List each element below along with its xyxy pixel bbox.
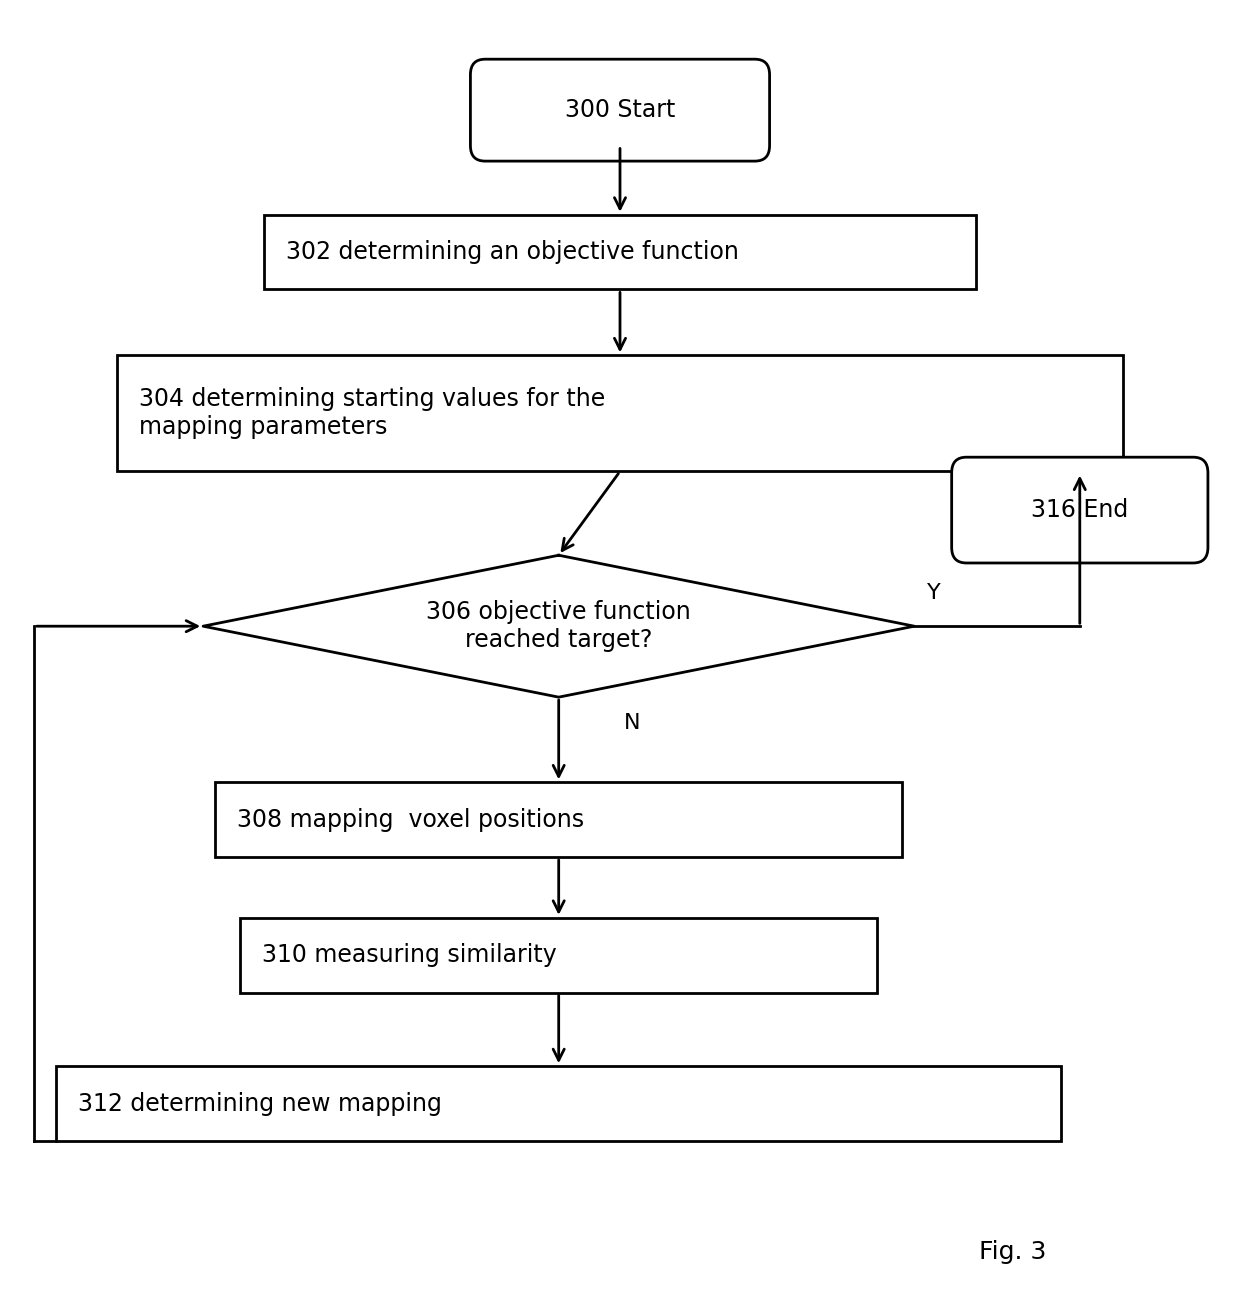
Text: 312 determining new mapping: 312 determining new mapping: [78, 1091, 441, 1115]
FancyBboxPatch shape: [56, 1067, 1061, 1141]
Text: 316 End: 316 End: [1032, 498, 1128, 522]
Text: 310 measuring similarity: 310 measuring similarity: [262, 943, 557, 968]
FancyBboxPatch shape: [951, 458, 1208, 563]
Text: Fig. 3: Fig. 3: [978, 1240, 1047, 1264]
FancyBboxPatch shape: [118, 355, 1122, 471]
FancyBboxPatch shape: [470, 59, 770, 162]
FancyBboxPatch shape: [216, 782, 901, 857]
Text: 304 determining starting values for the
mapping parameters: 304 determining starting values for the …: [139, 387, 605, 439]
FancyBboxPatch shape: [264, 215, 976, 289]
Text: 300 Start: 300 Start: [564, 98, 676, 123]
Text: 306 objective function
reached target?: 306 objective function reached target?: [427, 600, 691, 652]
Text: N: N: [624, 712, 641, 733]
Text: 308 mapping  voxel positions: 308 mapping voxel positions: [237, 807, 584, 832]
Text: Y: Y: [926, 583, 940, 602]
Text: 302 determining an objective function: 302 determining an objective function: [286, 240, 739, 265]
FancyBboxPatch shape: [239, 918, 878, 992]
